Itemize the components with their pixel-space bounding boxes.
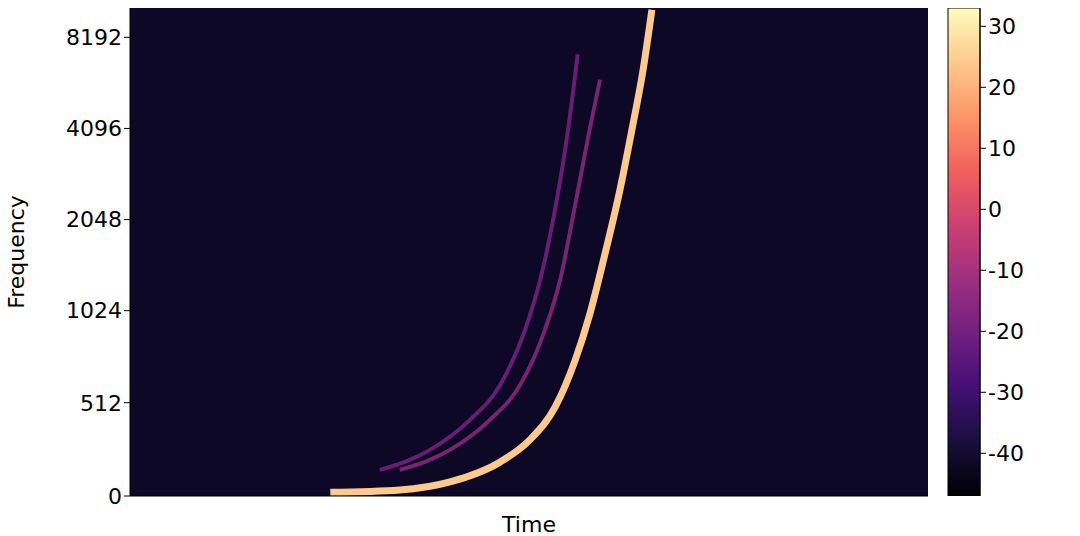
svg-text:-20: -20 — [988, 319, 1024, 344]
svg-text:10: 10 — [988, 136, 1016, 161]
svg-text:0: 0 — [988, 197, 1002, 222]
svg-text:-30: -30 — [988, 380, 1024, 405]
svg-text:20: 20 — [988, 75, 1016, 100]
svg-text:Time: Time — [501, 512, 556, 536]
svg-text:1024: 1024 — [66, 298, 122, 323]
svg-text:30: 30 — [988, 14, 1016, 39]
svg-text:8192: 8192 — [66, 25, 122, 50]
svg-text:4096: 4096 — [66, 116, 122, 141]
svg-text:Frequency: Frequency — [4, 195, 29, 309]
svg-text:-40: -40 — [988, 441, 1024, 466]
svg-text:-10: -10 — [988, 258, 1024, 283]
svg-text:512: 512 — [80, 391, 122, 416]
svg-text:0: 0 — [108, 484, 122, 509]
svg-text:2048: 2048 — [66, 207, 122, 232]
